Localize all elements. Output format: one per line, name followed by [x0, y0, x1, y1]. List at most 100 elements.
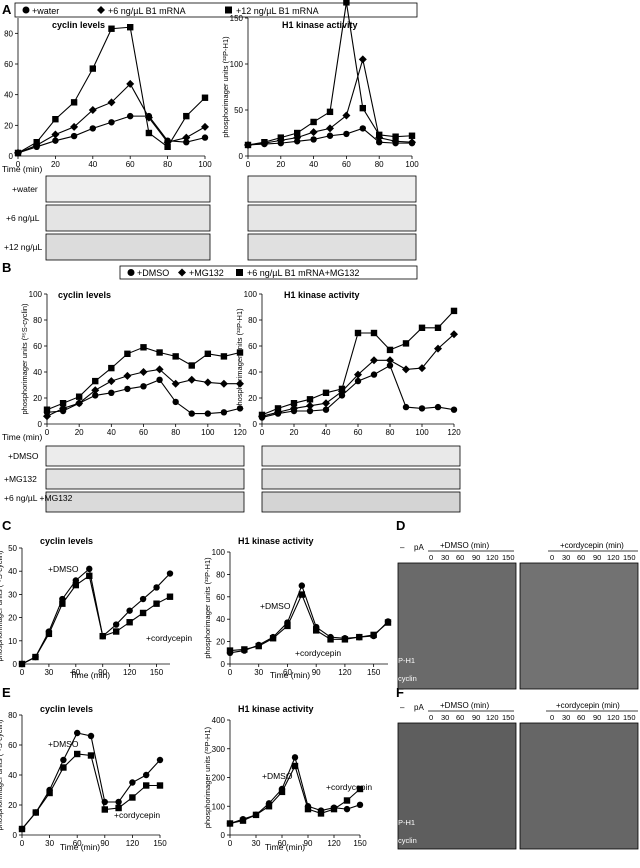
y-tick-label: 80 — [33, 316, 42, 325]
data-point-square — [278, 788, 286, 796]
data-point-circle — [70, 132, 78, 140]
data-point-diamond — [342, 111, 351, 120]
blot-A-label-water: +water — [12, 184, 38, 194]
data-point-circle — [156, 376, 163, 383]
x-tick-label: 20 — [276, 160, 285, 169]
x-tick-label: 120 — [447, 428, 461, 437]
x-tick-label: 60 — [73, 839, 82, 848]
data-point-circle — [156, 756, 164, 764]
gel-F-times-cord: 0 30 60 90 120 150 — [550, 713, 636, 722]
x-tick-label: 60 — [71, 668, 80, 677]
data-point-circle — [112, 621, 120, 628]
data-point-square — [108, 364, 115, 372]
data-point-square — [290, 400, 298, 407]
chart-annotation: +cordycepin — [114, 810, 160, 820]
x-tick-label: 90 — [312, 668, 321, 677]
gel-F-time: 90 — [472, 713, 480, 722]
gel-D: – pA +DMSO (min) +cordycepin (min) 0 30 … — [397, 541, 639, 690]
data-point-circle — [322, 406, 330, 413]
data-point-circle — [306, 407, 314, 415]
gel-F-time: 0 — [550, 713, 554, 722]
data-point-square — [87, 752, 95, 759]
data-point-diamond — [236, 379, 244, 388]
series-line — [17, 26, 206, 154]
gel-D-dmso-image — [397, 562, 517, 690]
data-point-circle — [418, 405, 426, 412]
data-point-square — [18, 660, 26, 668]
data-point-square — [127, 24, 134, 31]
legend-B: +DMSO +MG132 +6 ng/µL B1 mRNA+MG132 — [119, 265, 418, 280]
data-point-square — [343, 797, 351, 804]
y-tick-label: 40 — [4, 91, 13, 100]
chart-C1: 0 30 60 90 120 150 0 10 20 30 40 50 cyclin levels pho… — [0, 536, 192, 680]
x-tick-label: 60 — [278, 839, 287, 848]
data-point-square — [143, 782, 150, 789]
x-tick-label: 150 — [150, 668, 164, 677]
gel-D-time: 150 — [502, 553, 515, 562]
data-point-circle — [89, 125, 97, 132]
y-tick-label: 100 — [212, 802, 226, 811]
data-point-circle — [386, 362, 394, 369]
gel-D-times-cord: 0 30 60 90 120 150 — [550, 553, 636, 562]
series-line — [229, 584, 389, 654]
gel-F-row-label-ph1: P-H1 — [398, 818, 415, 827]
data-point-square — [14, 149, 22, 157]
data-point-square — [327, 636, 334, 643]
x-tick-label: 120 — [126, 839, 140, 848]
blot-A-cyclin-frame-2 — [45, 204, 211, 232]
data-point-square — [140, 344, 147, 351]
y-tick-label: 60 — [216, 593, 225, 602]
panel-letter-B: B — [2, 260, 11, 275]
legend-A: +water +6 ng/µL B1 mRNA +12 ng/µL B1 mRN… — [14, 2, 418, 18]
blot-B-cyclin-frame-3 — [45, 491, 245, 513]
chart-title: H1 kinase activity — [282, 20, 358, 30]
blot-A-h1-frame-1 — [247, 175, 417, 203]
chart-title: cyclin levels — [52, 20, 105, 30]
data-point-square — [226, 820, 234, 827]
data-point-diamond — [370, 356, 378, 365]
data-point-square — [153, 600, 160, 607]
data-point-square — [124, 350, 131, 357]
data-point-diamond — [201, 122, 209, 131]
chart-C2: 0 30 60 90 120 150 0 20 40 60 80 100 H1 kinase activ… — [203, 536, 389, 680]
y-tick-label: 40 — [216, 615, 225, 624]
blot-A-label-6ng: +6 ng/µL — [6, 213, 40, 223]
data-point-square — [220, 353, 228, 360]
legend-B-label-dmso: +DMSO — [137, 268, 169, 278]
y-tick-label: 0 — [253, 420, 258, 429]
data-point-circle — [166, 570, 174, 577]
y-tick-label: 40 — [33, 368, 42, 377]
data-point-diamond — [402, 365, 410, 374]
x-tick-label: 0 — [20, 839, 25, 848]
data-point-diamond — [309, 128, 318, 137]
data-point-square — [252, 811, 260, 819]
series-line — [21, 574, 171, 665]
panel-letter-A: A — [2, 2, 12, 17]
y-tick-label: 60 — [8, 741, 17, 750]
data-point-diamond — [354, 370, 362, 379]
data-point-diamond — [418, 364, 426, 373]
blot-B-label-dmso: +DMSO — [8, 451, 39, 461]
y-tick-label: 0 — [221, 831, 226, 840]
chart-annotation: +cordycepin — [326, 782, 372, 792]
series-line — [229, 593, 389, 652]
gel-D-lane-pA: pA — [414, 543, 424, 552]
x-tick-label: 60 — [283, 668, 292, 677]
y-tick-label: 100 — [230, 60, 244, 69]
data-point-circle — [140, 383, 147, 390]
y-tick-label: 20 — [8, 614, 17, 623]
data-point-diamond — [91, 386, 100, 395]
time-axis-label-B: Time (min) — [2, 432, 42, 442]
data-point-square — [434, 324, 442, 331]
gel-F-time: 60 — [456, 713, 464, 722]
data-point-square — [72, 581, 80, 589]
data-point-square — [408, 132, 416, 139]
x-tick-label: 60 — [342, 160, 351, 169]
data-point-square — [172, 353, 179, 360]
chart-B1: 0 20 40 60 80 100 120 0 20 40 60 80 100 cyclin levels… — [20, 290, 247, 437]
data-point-circle — [291, 754, 299, 761]
x-tick-label: 150 — [367, 668, 381, 677]
gel-F-time: 120 — [607, 713, 620, 722]
x-tick-label: 40 — [322, 428, 331, 437]
y-tick-label: 60 — [248, 342, 257, 351]
